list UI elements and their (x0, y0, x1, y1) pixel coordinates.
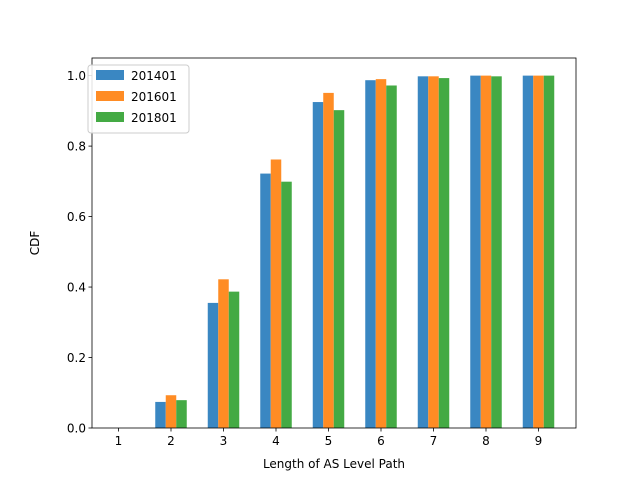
x-tick-label: 5 (325, 434, 333, 448)
y-axis-label: CDF (28, 231, 42, 256)
y-tick-label: 0.4 (67, 281, 86, 295)
x-tick-label: 1 (115, 434, 123, 448)
bar-201801-2 (176, 400, 187, 428)
bar-201601-7 (428, 76, 439, 428)
x-tick-label: 3 (220, 434, 228, 448)
legend: 201401 201601 201801 (87, 64, 190, 134)
legend-swatch-201401 (96, 70, 124, 80)
bar-201401-3 (207, 302, 219, 428)
bar-201801-8 (491, 76, 502, 428)
bar-201401-7 (417, 76, 429, 428)
bar-201601-8 (480, 75, 492, 429)
x-axis-ticks: 1 2 3 4 5 6 7 8 9 (115, 428, 543, 448)
x-tick-label: 2 (167, 434, 175, 448)
x-tick-label: 7 (430, 434, 438, 448)
y-axis-ticks: 0.0 0.2 0.4 0.6 0.8 1.0 (67, 69, 92, 436)
bar-201801-9 (543, 75, 555, 429)
bar-201801-3 (228, 291, 240, 428)
legend-swatch-201601 (96, 91, 124, 101)
bar-201601-4 (270, 159, 282, 429)
legend-label-201401: 201401 (131, 69, 177, 83)
bar-201801-5 (333, 110, 345, 429)
bar-201801-4 (281, 181, 292, 428)
y-tick-label: 0.2 (67, 351, 86, 365)
bar-201401-6 (365, 80, 376, 428)
y-tick-label: 0.8 (67, 140, 86, 154)
bar-201601-3 (218, 279, 229, 428)
bars-layer (155, 75, 555, 429)
bar-201401-2 (155, 401, 166, 428)
bar-201801-7 (438, 78, 450, 428)
bar-201601-6 (375, 79, 387, 428)
legend-swatch-201801 (96, 112, 124, 122)
bar-201401-9 (522, 75, 534, 429)
x-tick-label: 8 (482, 434, 490, 448)
bar-201401-8 (470, 75, 481, 429)
plot-frame (91, 57, 577, 429)
y-tick-label: 0.0 (67, 422, 86, 436)
bar-201601-5 (323, 92, 334, 428)
bar-201801-6 (386, 85, 397, 429)
x-tick-label: 9 (535, 434, 543, 448)
bar-201601-2 (165, 395, 177, 428)
bar-201401-5 (312, 102, 324, 429)
x-tick-label: 6 (377, 434, 385, 448)
y-tick-label: 1.0 (67, 69, 86, 83)
x-tick-label: 4 (272, 434, 280, 448)
y-tick-label: 0.6 (67, 210, 86, 224)
bar-201401-4 (260, 173, 271, 428)
bar-201601-9 (533, 75, 544, 429)
x-axis-label: Length of AS Level Path (263, 457, 405, 471)
legend-label-201601: 201601 (131, 90, 177, 104)
legend-label-201801: 201801 (131, 111, 177, 125)
